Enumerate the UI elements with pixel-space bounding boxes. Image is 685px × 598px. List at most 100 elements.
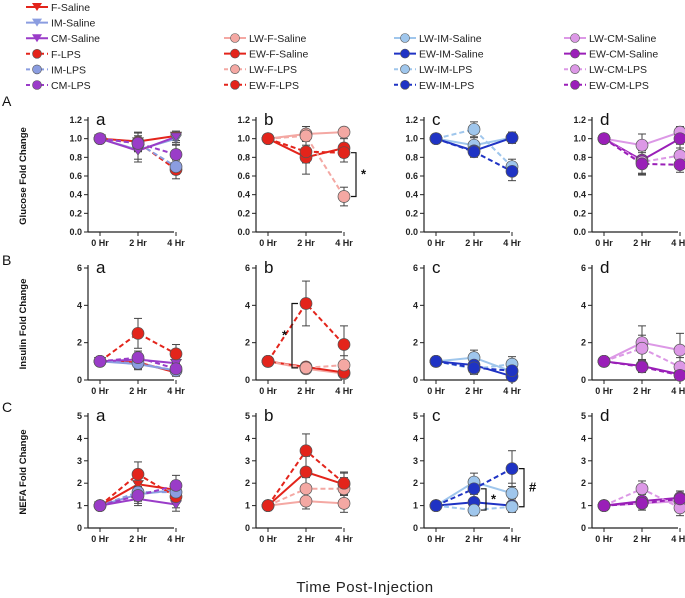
x-tick-label: 4 Hr <box>167 386 185 396</box>
legend-marker <box>400 33 410 43</box>
data-point <box>337 146 351 160</box>
x-tick-label: 2 Hr <box>465 238 483 248</box>
x-tick-label: 4 Hr <box>335 238 353 248</box>
data-point <box>429 499 443 512</box>
series-line <box>99 360 177 372</box>
legend-label: CM-Saline <box>51 33 100 45</box>
x-tick-label: 4 Hr <box>671 386 685 396</box>
legend-marker <box>32 48 42 59</box>
legend-marker <box>570 48 580 59</box>
y-tick-label: 0.2 <box>405 208 418 218</box>
data-point <box>505 131 519 145</box>
data-point <box>673 132 685 146</box>
legend-marker <box>32 80 42 90</box>
data-point <box>673 492 685 506</box>
data-point <box>169 362 183 376</box>
y-tick-label: 2 <box>245 478 250 488</box>
panel-b-b: 0 2 4 6 0 Hr 2 Hr 4 Hr b * <box>245 258 353 396</box>
legend-label: IM-Saline <box>51 18 96 30</box>
significance-label: * <box>361 167 367 182</box>
y-tick-label: 1.2 <box>237 115 250 125</box>
markers-EW-F-LPS <box>261 297 351 368</box>
data-point <box>169 160 183 174</box>
panel-a-b: 0.0 0.2 0.4 0.6 0.8 1.0 1.2 0 Hr 2 Hr 4 Hr b * <box>237 110 367 248</box>
y-tick-label: 0.8 <box>69 152 82 162</box>
x-tick-label: 2 Hr <box>129 386 147 396</box>
markers-CM-LPS <box>93 351 183 376</box>
panel-b-a: 0 2 4 6 0 Hr 2 Hr 4 Hr a Insulin Fold Change <box>18 258 185 396</box>
markers-EW-CM-LPS <box>597 492 685 512</box>
data-point <box>299 444 313 458</box>
data-point <box>299 145 313 159</box>
y-tick-label: 1.0 <box>237 134 250 144</box>
panel-c-b: 0 1 2 3 4 5 0 Hr 2 Hr 4 Hr b <box>245 406 353 544</box>
data-point <box>299 494 313 508</box>
panel-b-c: 0 2 4 6 0 Hr 2 Hr 4 Hr c <box>413 258 521 396</box>
y-tick-label: 0.6 <box>405 171 418 181</box>
y-tick-label: 0.0 <box>69 227 82 237</box>
data-point <box>337 125 351 139</box>
data-point <box>597 499 611 512</box>
y-tick-label: 4 <box>413 433 418 443</box>
series-line <box>267 301 345 362</box>
series-line <box>435 128 513 168</box>
row-letter-a: A <box>2 93 12 109</box>
data-point <box>131 467 145 481</box>
data-point <box>169 132 183 142</box>
y-tick-label: 0 <box>413 523 418 533</box>
x-tick-label: 2 Hr <box>297 386 315 396</box>
y-tick-label: 0.0 <box>405 227 418 237</box>
legend-item: EW-F-Saline <box>224 49 308 61</box>
data-point <box>505 462 519 475</box>
y-tick-label: 0 <box>77 375 82 385</box>
data-point <box>467 482 481 496</box>
x-tick-label: 0 Hr <box>91 238 109 248</box>
data-point <box>673 368 685 382</box>
markers-EW-IM-LPS <box>429 132 519 178</box>
legend-marker <box>32 34 42 43</box>
data-point <box>299 297 313 310</box>
data-point <box>597 354 611 368</box>
y-tick-label: 1 <box>77 501 82 511</box>
significance-bracket <box>351 152 357 198</box>
legend-marker <box>570 33 580 43</box>
panel-letter: c <box>432 258 441 277</box>
data-point <box>635 157 649 171</box>
x-tick-label: 0 Hr <box>91 534 109 544</box>
legend-label: LW-F-LPS <box>249 64 297 76</box>
y-tick-label: 1.0 <box>573 134 586 144</box>
series-line <box>99 332 177 363</box>
y-tick-label: 0.6 <box>69 171 82 181</box>
markers-EW-F-LPS <box>261 132 351 160</box>
legend-marker <box>400 80 410 90</box>
y-tick-label: 4 <box>77 433 82 443</box>
y-tick-label: 1.2 <box>405 115 418 125</box>
significance-bracket <box>291 302 298 369</box>
y-tick-label: 1 <box>581 501 586 511</box>
x-tick-label: 0 Hr <box>595 534 613 544</box>
y-tick-label: 0.0 <box>573 227 586 237</box>
y-tick-label: 1.2 <box>69 115 82 125</box>
data-point <box>635 482 649 496</box>
y-tick-label: 1.2 <box>573 115 586 125</box>
y-tick-label: 5 <box>581 411 586 421</box>
panel-a-c: 0.0 0.2 0.4 0.6 0.8 1.0 1.2 0 Hr 2 Hr 4 Hr c <box>405 110 521 248</box>
y-axis-title: NEFA Fold Change <box>18 429 29 514</box>
panel-letter: b <box>264 406 273 425</box>
y-tick-label: 2 <box>413 478 418 488</box>
legend-marker <box>32 64 42 75</box>
legend-item: IM-Saline <box>26 18 96 30</box>
legend-label: LW-CM-LPS <box>589 64 647 76</box>
data-point <box>505 486 519 500</box>
x-tick-label: 2 Hr <box>465 386 483 396</box>
legend-item: IM-LPS <box>26 64 86 76</box>
legend-item: EW-IM-LPS <box>394 80 474 92</box>
significance-annotation: * <box>351 152 367 198</box>
significance-bracket <box>519 468 525 508</box>
significance-label: * <box>491 491 497 506</box>
data-point <box>635 497 649 510</box>
data-point <box>299 361 313 375</box>
legend-label: EW-IM-LPS <box>419 80 474 92</box>
significance-annotation: * <box>481 488 497 511</box>
y-tick-label: 2 <box>581 478 586 488</box>
